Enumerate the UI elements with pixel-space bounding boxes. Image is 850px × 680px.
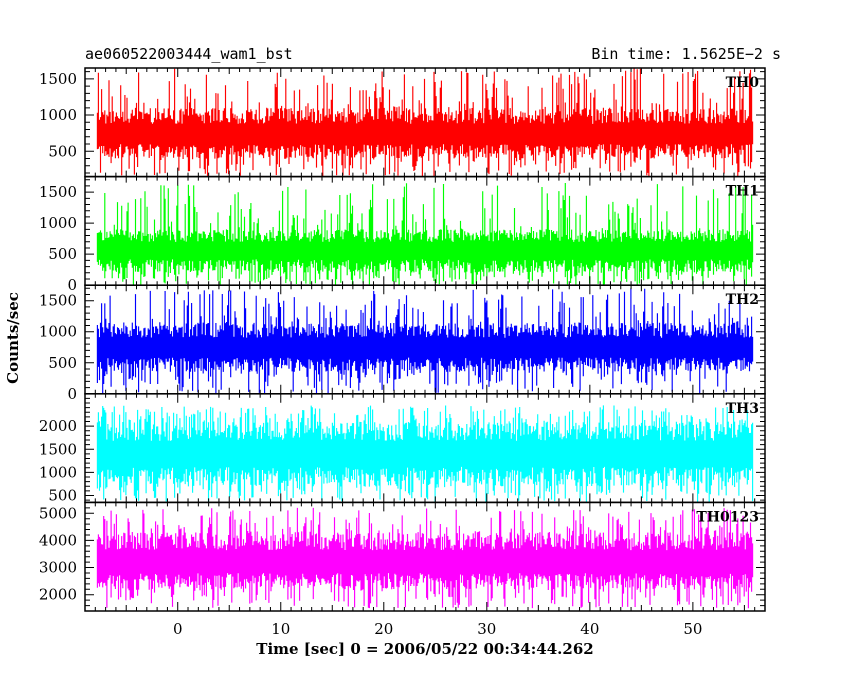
x-axis-label: Time [sec] 0 = 2006/05/22 00:34:44.262 xyxy=(256,640,593,658)
panel-th0123: 2000 3000 4000 5000 TH0123 xyxy=(39,501,766,612)
x-tick-label: 50 xyxy=(683,620,702,638)
y-tick-label: 500 xyxy=(48,245,77,263)
x-axis: 0 10 20 30 40 50 xyxy=(173,620,702,638)
y-tick-label: 1500 xyxy=(39,292,77,310)
y-tick-label: 2000 xyxy=(39,586,77,604)
panel-ticks xyxy=(84,393,766,503)
x-tick-label: 10 xyxy=(271,620,290,638)
y-tick-label: 1000 xyxy=(39,463,77,481)
panel-stack: 500 1000 1500 TH0 0 500 1000 1500 TH1 0 500 1000 150… xyxy=(39,67,766,612)
x-tick-label: 30 xyxy=(477,620,496,638)
y-tick-label: 1500 xyxy=(39,440,77,458)
series-th3 xyxy=(96,405,754,503)
panel-label: TH3 xyxy=(726,401,759,417)
panel-label: TH1 xyxy=(726,184,759,200)
x-tick-label: 40 xyxy=(580,620,599,638)
panel-th2: 0 500 1000 1500 TH2 xyxy=(39,284,766,403)
y-tick-label: 1500 xyxy=(39,70,77,88)
y-tick-label: 0 xyxy=(67,385,77,403)
panel-ticks xyxy=(84,501,766,612)
y-tick-label: 2000 xyxy=(39,417,77,435)
figure-title: ae060522003444_wam1_bst xyxy=(85,45,293,63)
y-tick-label: 5000 xyxy=(39,504,77,522)
panel-label: TH2 xyxy=(726,292,759,308)
panel-label: TH0123 xyxy=(696,509,759,525)
y-tick-label: 1000 xyxy=(39,106,77,124)
y-tick-label: 1000 xyxy=(39,214,77,232)
panel-label: TH0 xyxy=(726,75,760,91)
series-th1 xyxy=(96,183,754,286)
series-th2 xyxy=(96,288,754,394)
x-tick-label: 20 xyxy=(374,620,393,638)
y-tick-label: 500 xyxy=(48,142,77,160)
y-tick-label: 1000 xyxy=(39,323,77,341)
y-axis-label: Counts/sec xyxy=(4,292,22,384)
panel-th1: 0 500 1000 1500 TH1 xyxy=(39,175,766,294)
y-tick-label: 1500 xyxy=(39,183,77,201)
panel-th3: 500 1000 1500 2000 TH3 xyxy=(39,393,766,504)
x-tick-label: 0 xyxy=(173,620,183,638)
y-tick-label: 0 xyxy=(67,276,77,294)
y-tick-label: 4000 xyxy=(39,531,77,549)
bin-time-label: Bin time: 1.5625E−2 s xyxy=(591,45,781,63)
y-tick-label: 500 xyxy=(48,486,77,504)
y-tick-label: 500 xyxy=(48,354,77,372)
panel-th0: 500 1000 1500 TH0 xyxy=(39,67,766,178)
panel-ticks xyxy=(84,68,766,177)
series-th0 xyxy=(96,68,754,177)
series-th0123 xyxy=(96,507,754,609)
y-tick-label: 3000 xyxy=(39,559,77,577)
